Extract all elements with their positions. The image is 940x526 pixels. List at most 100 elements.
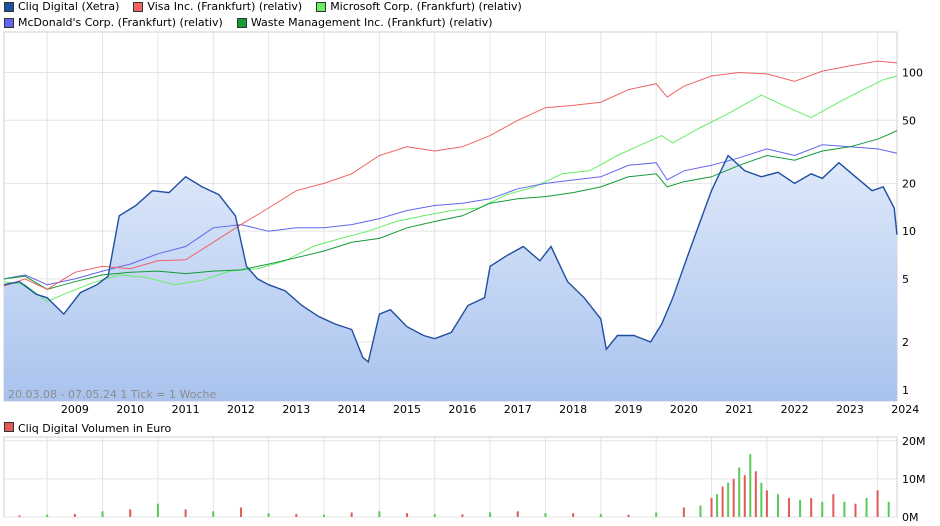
volume-bar (743, 475, 746, 517)
legend-swatch (4, 18, 14, 28)
series-area (4, 155, 897, 401)
y-tick-label: 2 (902, 336, 909, 349)
volume-bar (854, 503, 857, 517)
volume-plot-area (3, 436, 898, 518)
x-tick-label: 2017 (504, 403, 532, 416)
range-label: 20.03.08 - 07.05.24 1 Tick = 1 Woche (8, 388, 216, 401)
series-line (3, 154, 898, 364)
volume-bar (101, 511, 104, 517)
x-tick-label: 2009 (61, 403, 89, 416)
volume-bar (760, 482, 763, 517)
x-tick-label: 2013 (282, 403, 310, 416)
y-tick-label: 1 (902, 384, 909, 397)
x-tick-label: 2019 (614, 403, 642, 416)
legend-label: Visa Inc. (Frankfurt) (relativ) (147, 0, 303, 13)
volume-bar (18, 515, 21, 517)
x-tick-label: 2022 (781, 403, 809, 416)
volume-bar (267, 513, 270, 517)
volume-bar (599, 513, 602, 517)
series-line (3, 75, 898, 303)
legend-label: Cliq Digital (Xetra) (18, 0, 120, 13)
y-tick-label: 100 (902, 66, 923, 79)
x-tick-label: 2016 (448, 403, 476, 416)
legend-item: Microsoft Corp. (Frankfurt) (relativ) (316, 0, 522, 14)
volume-tick-label: 0M (902, 511, 919, 524)
legend-swatch (316, 2, 327, 12)
volume-bar (572, 513, 575, 517)
volume-bar (627, 514, 630, 517)
volume-tick-label: 20M (902, 435, 926, 448)
volume-bar (749, 454, 752, 517)
volume-bar (406, 513, 409, 517)
x-tick-label: 2023 (836, 403, 864, 416)
volume-bar (727, 482, 730, 517)
volume-bar (156, 503, 159, 517)
volume-bar (295, 513, 298, 517)
volume-bar (732, 478, 735, 517)
volume-bar (832, 494, 835, 517)
legend-item: Visa Inc. (Frankfurt) (relativ) (133, 0, 302, 14)
volume-bar (754, 471, 757, 517)
legend-item: Cliq Digital (Xetra) (4, 0, 119, 14)
x-tick-label: 2011 (172, 403, 200, 416)
x-tick-label: 2020 (670, 403, 698, 416)
volume-bar (710, 497, 713, 517)
volume-bar (378, 511, 381, 517)
volume-bar (239, 507, 242, 517)
volume-bar (738, 467, 741, 517)
volume-tick-label: 10M (902, 473, 926, 486)
volume-bar (765, 490, 768, 517)
volume-bar (350, 512, 353, 517)
volume-bar (489, 512, 492, 517)
volume-bar (184, 509, 187, 517)
legend-label: Waste Management Inc. (Frankfurt) (relat… (250, 16, 493, 29)
volume-bar (212, 511, 215, 517)
volume-bar (73, 513, 76, 517)
volume-legend-label: Cliq Digital Volumen in Euro (18, 422, 172, 435)
volume-bar (843, 501, 846, 517)
volume-bar (716, 494, 719, 517)
x-tick-label: 2018 (559, 403, 587, 416)
x-tick-label: 2010 (116, 403, 144, 416)
volume-bar (721, 486, 724, 517)
volume-bar (433, 513, 436, 517)
volume-bar (682, 507, 685, 517)
volume-panel: 0M 10M 20M (3, 435, 926, 524)
legend-item: McDonald's Corp. (Frankfurt) (relativ) (4, 16, 223, 30)
y-tick-label: 5 (902, 273, 909, 286)
volume-bar (788, 497, 791, 517)
volume-bar (322, 514, 325, 517)
series-line (3, 144, 898, 286)
volume-bar (655, 512, 658, 517)
chart-legend: Cliq Digital (Xetra) Visa Inc. (Frankfurt… (4, 0, 724, 32)
y-tick-label: 50 (902, 114, 916, 127)
x-tick-label: 2012 (227, 403, 255, 416)
volume-bar (46, 514, 49, 517)
volume-bar (699, 505, 702, 517)
price-panel: 1 2 5 10 20 50 100 2009 2010 2011 2012 2013 2014 2015… (3, 31, 923, 416)
volume-bar (799, 499, 802, 517)
volume-bar (876, 490, 879, 517)
legend-swatch (133, 2, 144, 12)
x-tick-label: 2021 (725, 403, 753, 416)
x-tick-label: 2014 (338, 403, 366, 416)
volume-bar (865, 497, 868, 517)
x-tick-label: 2015 (393, 403, 421, 416)
legend-item: Waste Management Inc. (Frankfurt) (relat… (236, 16, 493, 30)
volume-legend: Cliq Digital Volumen in Euro (4, 422, 171, 436)
series-line (3, 60, 898, 290)
legend-label: McDonald's Corp. (Frankfurt) (relativ) (18, 16, 223, 29)
volume-bar (516, 511, 519, 517)
y-tick-label: 10 (902, 225, 916, 238)
volume-bar (461, 514, 464, 517)
legend-swatch (236, 18, 247, 28)
series-line (3, 130, 898, 290)
volume-bar (129, 509, 132, 517)
legend-label: Microsoft Corp. (Frankfurt) (relativ) (330, 0, 522, 13)
volume-bar (776, 494, 779, 517)
volume-bar (810, 497, 813, 517)
volume-bar (821, 501, 824, 517)
volume-bar (544, 513, 547, 517)
volume-bar (887, 501, 890, 517)
